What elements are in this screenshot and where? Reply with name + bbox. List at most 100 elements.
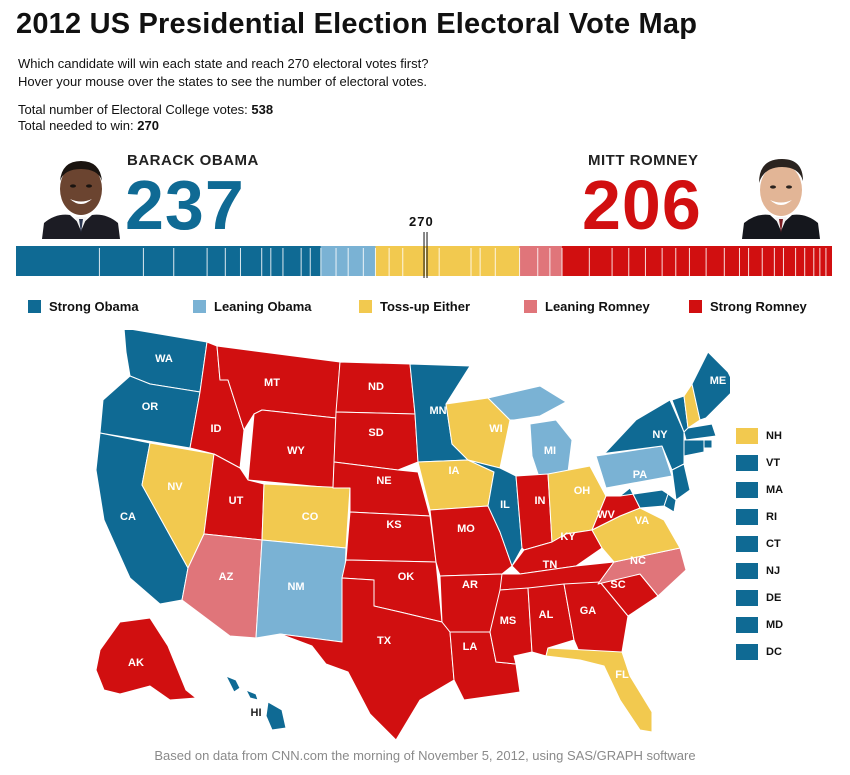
- small-state-swatch: [736, 590, 758, 606]
- state-label-tn: TN: [543, 559, 558, 571]
- state-label-wv: WV: [597, 509, 615, 521]
- small-state-label: RI: [766, 511, 777, 523]
- needed-votes-label: Total needed to win:: [18, 118, 138, 133]
- small-state-label: DC: [766, 646, 782, 658]
- small-state-label: VT: [766, 457, 781, 469]
- state-label-ks: KS: [386, 519, 401, 531]
- state-label-la: LA: [463, 641, 478, 653]
- small-state-swatch: [736, 509, 758, 525]
- state-label-ky: KY: [560, 531, 576, 543]
- state-label-az: AZ: [219, 571, 234, 583]
- state-ri[interactable]: [703, 439, 713, 449]
- legend-swatch-strong-obama: [28, 299, 41, 313]
- romney-votes: 206: [582, 166, 702, 244]
- state-ak[interactable]: [95, 617, 197, 701]
- state-label-va: VA: [635, 515, 650, 527]
- legend-label-strong-romney: Strong Romney: [710, 298, 807, 314]
- legend-label-strong-obama: Strong Obama: [49, 298, 139, 314]
- state-label-me: ME: [710, 375, 727, 387]
- legend-strong-obama: Strong Obama: [28, 297, 139, 315]
- state-label-wi: WI: [489, 423, 502, 435]
- state-label-wa: WA: [155, 353, 173, 365]
- state-hi[interactable]: [225, 675, 287, 731]
- state-tx[interactable]: [279, 577, 455, 740]
- page-title: 2012 US Presidential Election Electoral …: [16, 8, 698, 40]
- small-state-label: MD: [766, 619, 784, 631]
- state-label-nc: NC: [630, 555, 646, 567]
- state-label-ny: NY: [652, 429, 668, 441]
- state-me[interactable]: [691, 351, 730, 421]
- state-label-al: AL: [539, 609, 554, 621]
- footer-source: Based on data from CNN.com the morning o…: [154, 748, 696, 763]
- legend-swatch-leaning-obama: [193, 299, 206, 313]
- state-ma[interactable]: [683, 423, 717, 441]
- subtitle-line-1: Which candidate will win each state and …: [18, 56, 429, 71]
- state-label-ga: GA: [580, 605, 597, 617]
- state-label-nd: ND: [368, 381, 384, 393]
- state-label-sd: SD: [368, 427, 383, 439]
- state-label-ms: MS: [500, 615, 517, 627]
- small-state-swatch: [736, 644, 758, 660]
- legend-swatch-leaning-romney: [524, 299, 537, 313]
- state-fl[interactable]: [545, 647, 653, 733]
- obama-photo: [42, 153, 120, 239]
- state-ms[interactable]: [489, 587, 533, 665]
- state-in[interactable]: [515, 473, 553, 551]
- legend-label-leaning-romney: Leaning Romney: [545, 298, 650, 314]
- romney-photo: [742, 153, 820, 239]
- small-state-nj[interactable]: NJ: [736, 563, 780, 579]
- small-state-ma[interactable]: MA: [736, 482, 783, 498]
- state-label-co: CO: [302, 511, 319, 523]
- state-label-ar: AR: [462, 579, 478, 591]
- small-state-md[interactable]: MD: [736, 617, 783, 633]
- small-state-dc[interactable]: DC: [736, 644, 782, 660]
- small-state-vt[interactable]: VT: [736, 455, 780, 471]
- state-label-ca: CA: [120, 511, 136, 523]
- total-votes-label: Total number of Electoral College votes:: [18, 102, 252, 117]
- small-state-ct[interactable]: CT: [736, 536, 781, 552]
- threshold-label: 270: [409, 214, 434, 229]
- legend-swatch-strong-romney: [689, 299, 702, 313]
- state-label-ak: AK: [128, 657, 144, 669]
- state-label-il: IL: [500, 499, 510, 511]
- state-ct[interactable]: [683, 439, 705, 457]
- needed-votes-line: Total needed to win: 270: [18, 118, 159, 134]
- state-wy[interactable]: [247, 409, 337, 489]
- small-state-label: DE: [766, 592, 782, 604]
- small-state-swatch: [736, 455, 758, 471]
- electoral-vote-bar: [16, 232, 832, 278]
- state-label-ne: NE: [376, 475, 391, 487]
- small-state-swatch: [736, 563, 758, 579]
- state-label-mo: MO: [457, 523, 475, 535]
- state-md[interactable]: [619, 487, 669, 509]
- small-state-label: CT: [766, 538, 781, 550]
- state-label-mn: MN: [429, 405, 446, 417]
- state-label-ut: UT: [229, 495, 244, 507]
- legend-swatch-tossup: [359, 299, 372, 313]
- legend-label-leaning-obama: Leaning Obama: [214, 298, 312, 314]
- state-label-pa: PA: [633, 469, 648, 481]
- small-state-swatch: [736, 536, 758, 552]
- state-nj[interactable]: [671, 463, 691, 501]
- state-label-in: IN: [535, 495, 546, 507]
- small-state-label: MA: [766, 484, 784, 496]
- state-sd[interactable]: [333, 411, 419, 471]
- bar-segment-strong-obama: [16, 246, 321, 276]
- small-state-swatch: [736, 617, 758, 633]
- total-votes-value: 538: [251, 102, 274, 117]
- small-state-nh[interactable]: NH: [736, 428, 782, 444]
- legend-label-tossup: Toss-up Either: [380, 298, 471, 314]
- obama-votes: 237: [125, 166, 245, 244]
- total-votes-line: Total number of Electoral College votes:…: [18, 102, 273, 118]
- state-label-ia: IA: [449, 465, 460, 477]
- subtitle-line-2: Hover your mouse over the states to see …: [18, 74, 427, 89]
- state-label-nm: NM: [287, 581, 304, 593]
- state-label-oh: OH: [574, 485, 591, 497]
- small-state-ri[interactable]: RI: [736, 509, 777, 525]
- small-state-de[interactable]: DE: [736, 590, 781, 606]
- state-label-or: OR: [142, 401, 159, 413]
- legend-leaning-obama: Leaning Obama: [193, 297, 312, 315]
- state-label-fl: FL: [615, 669, 629, 681]
- obama-name: BARACK OBAMA: [127, 152, 259, 169]
- legend-tossup: Toss-up Either: [359, 297, 470, 315]
